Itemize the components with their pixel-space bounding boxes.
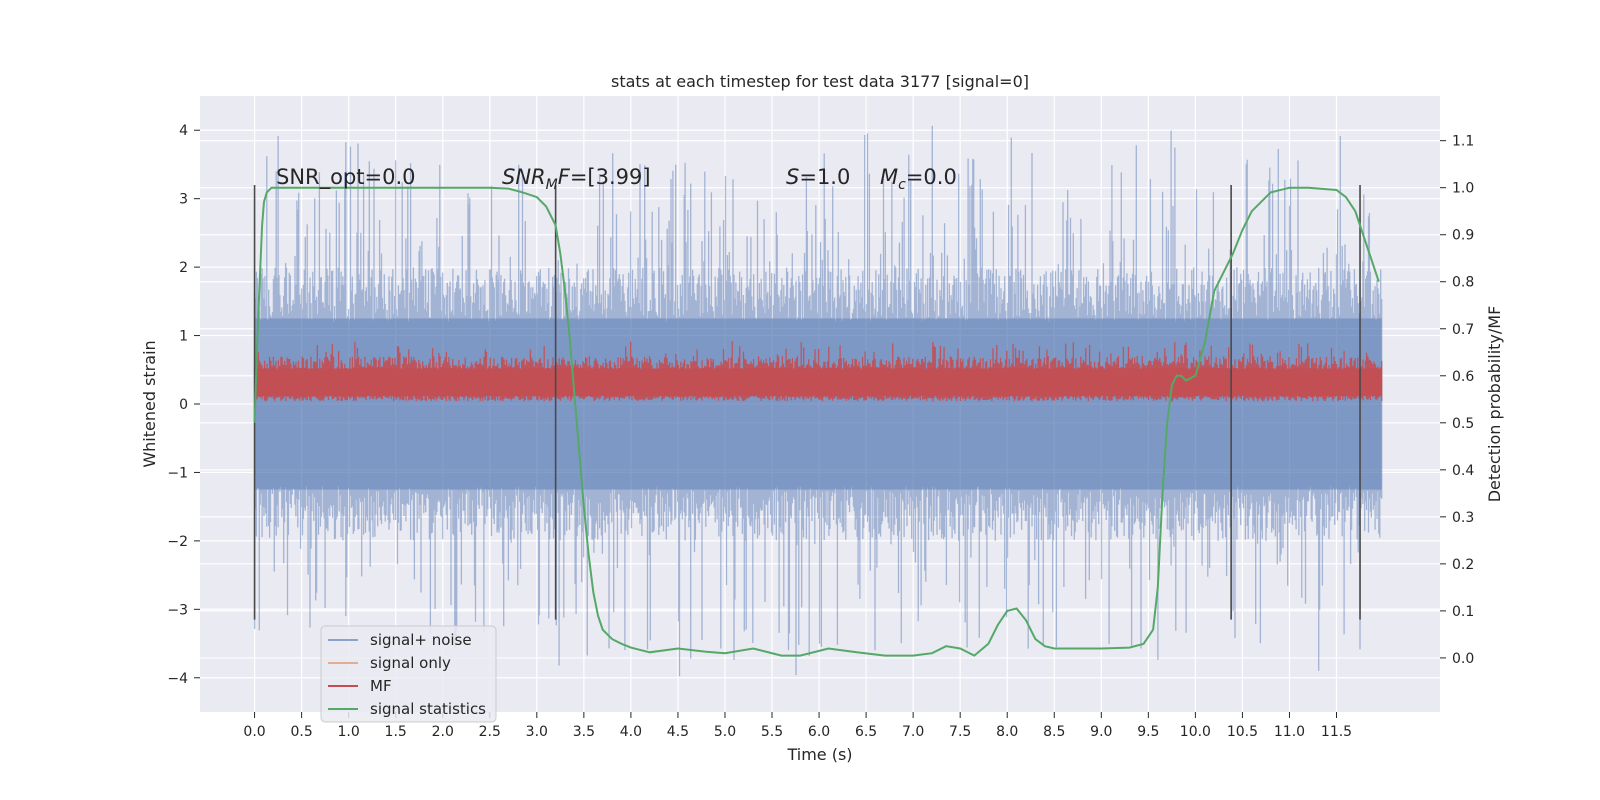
x-tick-label: 6.5 (855, 724, 877, 740)
x-tick-label: 5.5 (761, 724, 783, 740)
y-tick-label: 1 (179, 329, 188, 345)
annotation-mc-italic: M (880, 165, 898, 189)
grid-lines (200, 96, 1440, 712)
y-tick-label: 4 (179, 123, 188, 139)
y2-tick-label: 0.2 (1452, 557, 1474, 573)
x-tick-label: 11.0 (1274, 724, 1305, 740)
chart-title: stats at each timestep for test data 317… (611, 72, 1029, 91)
x-tick-label: 3.5 (573, 724, 595, 740)
y2-axis-ticks: 0.0 0.1 0.2 0.3 0.4 0.5 0.6 0.7 0.8 0.9 1.0 1.1 (1440, 134, 1474, 667)
y2-tick-label: 1.1 (1452, 134, 1474, 150)
y-axis-ticks: −4 −3 −2 −1 0 1 2 3 4 (167, 123, 200, 687)
annotation-mc-rest: =0.0 (906, 165, 957, 189)
x-tick-label: 3.0 (526, 724, 548, 740)
x-tick-label: 8.0 (996, 724, 1018, 740)
x-tick-label: 11.5 (1321, 724, 1352, 740)
annotation-s-italic: S (786, 165, 799, 189)
y2-tick-label: 0.8 (1452, 275, 1474, 291)
mf-core (254, 368, 1382, 396)
x-tick-label: 7.5 (949, 724, 971, 740)
y2-tick-label: 0.0 (1452, 651, 1474, 667)
y-axis-label: Whitened strain (140, 340, 159, 467)
x-tick-label: 4.0 (620, 724, 642, 740)
annotation-s: S=1.0 (786, 165, 850, 189)
annotation-snr-mf-sub: M (546, 177, 558, 193)
x-tick-label: 10.5 (1227, 724, 1258, 740)
signal-plus-noise-core (254, 318, 1382, 490)
y2-tick-label: 0.7 (1452, 322, 1474, 338)
legend-label-signal-only: signal only (370, 654, 451, 672)
annotation-mc: Mc=0.0 (880, 165, 957, 193)
y2-tick-label: 1.0 (1452, 181, 1474, 197)
y2-tick-label: 0.3 (1452, 510, 1474, 526)
y-tick-label: −2 (167, 534, 188, 550)
x-tick-label: 2.0 (432, 724, 454, 740)
y2-axis-label: Detection probability/MF (1485, 306, 1504, 503)
x-tick-label: 7.0 (902, 724, 924, 740)
annotation-snr-opt: SNR_opt=0.0 (276, 165, 416, 190)
x-tick-label: 5.0 (714, 724, 736, 740)
annotation-snr-mf-f: F (558, 165, 571, 189)
x-axis-label: Time (s) (786, 745, 852, 764)
y2-tick-label: 0.9 (1452, 228, 1474, 244)
y-tick-label: −3 (167, 602, 188, 618)
x-tick-label: 2.5 (479, 724, 501, 740)
y-tick-label: −1 (167, 465, 188, 481)
mf-series (253, 341, 1383, 402)
annotations: SNR_opt=0.0 SNRMF=[3.99] S=1.0 Mc=0.0 (276, 165, 957, 193)
x-tick-label: 4.5 (667, 724, 689, 740)
annotation-snr-mf-rest: =[3.99] (570, 165, 651, 189)
x-tick-label: 9.0 (1090, 724, 1112, 740)
x-tick-label: 1.0 (338, 724, 360, 740)
x-tick-label: 9.5 (1137, 724, 1159, 740)
y2-tick-label: 0.5 (1452, 416, 1474, 432)
x-tick-label: 0.5 (290, 724, 312, 740)
y-tick-label: 0 (179, 397, 188, 413)
legend-box (320, 625, 497, 723)
signal-statistics-line (253, 186, 1380, 657)
legend-label-signal-noise: signal+ noise (370, 631, 472, 649)
y-tick-label: −4 (167, 671, 188, 687)
x-tick-label: 8.5 (1043, 724, 1065, 740)
y2-tick-label: 0.1 (1452, 604, 1474, 620)
y-tick-label: 3 (179, 192, 188, 208)
annotation-snr-mf-italic: SNR (502, 165, 546, 189)
y2-tick-label: 0.4 (1452, 463, 1474, 479)
signal-plus-noise-series (253, 125, 1383, 677)
legend: signal+ noise signal only MF signal stat… (320, 625, 497, 723)
y-tick-label: 2 (179, 260, 188, 276)
x-tick-label: 1.5 (385, 724, 407, 740)
x-tick-label: 0.0 (243, 724, 265, 740)
legend-label-mf: MF (370, 677, 392, 695)
x-tick-label: 6.0 (808, 724, 830, 740)
y2-tick-label: 0.6 (1452, 369, 1474, 385)
x-tick-label: 10.0 (1180, 724, 1211, 740)
legend-label-signal-statistics: signal statistics (370, 700, 486, 718)
x-axis-ticks: 0.0 0.5 1.0 1.5 2.0 2.5 3.0 3.5 4.0 4.5 5.0 5.5 6.0 6… (243, 712, 1352, 740)
annotation-snr-mf: SNRMF=[3.99] (502, 165, 651, 193)
annotation-mc-sub: c (898, 177, 906, 193)
annotation-s-rest: =1.0 (799, 165, 850, 189)
